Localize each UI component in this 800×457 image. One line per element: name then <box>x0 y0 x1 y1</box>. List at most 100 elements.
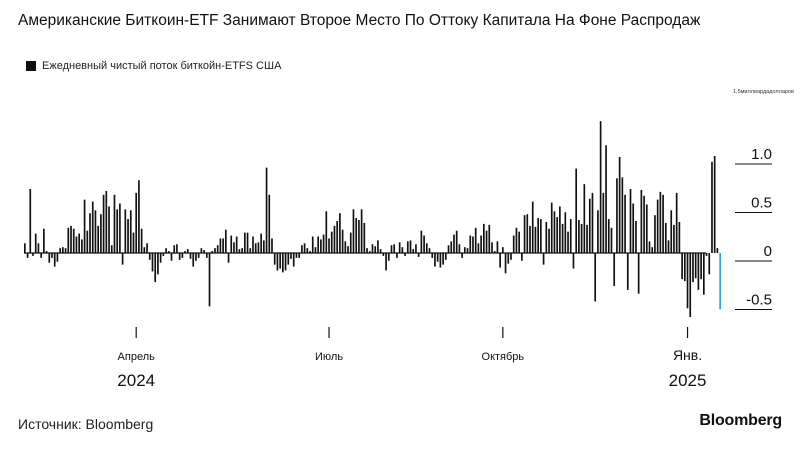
bar <box>689 253 692 318</box>
x-tick-label: Янв. <box>673 347 702 363</box>
bar <box>135 192 138 253</box>
bar <box>83 199 86 253</box>
bar <box>526 214 529 253</box>
bar <box>216 245 219 253</box>
bar <box>246 232 249 253</box>
bar <box>344 241 347 253</box>
bar <box>328 238 330 253</box>
bar <box>265 167 268 253</box>
bar <box>694 253 697 279</box>
bar <box>238 249 241 253</box>
bar <box>624 194 626 253</box>
bar <box>341 229 344 253</box>
bar <box>91 201 94 253</box>
x-year-label: 2025 <box>669 371 707 390</box>
bar <box>176 244 178 253</box>
bar <box>377 240 379 253</box>
bar <box>363 222 366 253</box>
bar <box>415 244 417 253</box>
bar <box>311 236 314 253</box>
chart-title: Американские Биткоин-ETF Занимают Второе… <box>18 12 701 29</box>
bar <box>94 210 97 253</box>
bar <box>197 253 200 258</box>
bar <box>97 225 100 253</box>
source-note: Источник: Bloomberg <box>18 416 154 432</box>
bar <box>702 253 705 295</box>
bar <box>108 206 110 253</box>
bar <box>412 249 415 253</box>
bar <box>683 253 686 282</box>
y-tick-label: 0.5 <box>751 195 772 212</box>
bar <box>406 241 409 253</box>
bar <box>436 253 439 262</box>
bar <box>534 226 537 253</box>
bar <box>678 221 681 253</box>
bar <box>626 253 629 290</box>
bar <box>493 251 496 253</box>
bar <box>148 253 151 260</box>
bar <box>548 228 550 253</box>
bar <box>301 245 303 253</box>
bar <box>434 253 436 267</box>
bar <box>102 194 105 253</box>
bar <box>113 194 116 253</box>
bar <box>330 231 333 253</box>
x-axis: Апрель 2024 Июль Октябрь Янв. 2025 <box>117 327 706 390</box>
bar <box>431 253 434 258</box>
bar <box>284 253 287 271</box>
bar <box>159 253 162 263</box>
x-tick-label: Октябрь <box>482 351 525 363</box>
bar <box>507 253 510 264</box>
bar <box>588 198 591 253</box>
bar <box>143 247 146 253</box>
bar <box>613 253 616 286</box>
bar <box>89 213 91 253</box>
bar <box>309 251 311 253</box>
bar <box>138 180 140 253</box>
bar <box>488 224 491 253</box>
bar <box>374 246 377 253</box>
bar <box>444 253 447 260</box>
bar <box>100 214 102 253</box>
bar <box>659 191 662 253</box>
bar <box>146 243 148 253</box>
bar <box>320 239 322 253</box>
bar <box>184 251 186 253</box>
bar <box>295 253 298 258</box>
y-tick-label: -0.5 <box>746 292 772 309</box>
bar <box>504 253 507 274</box>
bar <box>124 209 127 253</box>
bar <box>203 250 205 253</box>
bar <box>442 253 444 265</box>
bar <box>257 242 260 253</box>
bar <box>368 251 371 253</box>
bar <box>540 219 542 253</box>
bar <box>396 253 398 258</box>
bar <box>469 235 472 253</box>
bar <box>192 253 195 267</box>
bar <box>227 253 230 263</box>
bar <box>325 211 328 253</box>
bar <box>75 236 78 253</box>
bar <box>673 224 675 253</box>
bar <box>200 248 203 253</box>
bar <box>537 218 539 253</box>
bar <box>129 210 132 253</box>
bar <box>62 247 64 253</box>
bar <box>243 232 246 253</box>
bar <box>382 253 385 256</box>
bar-latest <box>719 253 721 310</box>
bar <box>230 235 233 253</box>
bar <box>78 233 80 253</box>
bar <box>86 230 89 253</box>
bar <box>599 121 602 253</box>
bar <box>119 203 121 253</box>
y-tick-label: 0 <box>764 243 772 260</box>
bar <box>110 245 113 253</box>
bar <box>472 236 474 253</box>
bar <box>352 209 355 253</box>
bar <box>317 236 319 253</box>
bar <box>474 227 477 253</box>
bar <box>314 247 317 253</box>
